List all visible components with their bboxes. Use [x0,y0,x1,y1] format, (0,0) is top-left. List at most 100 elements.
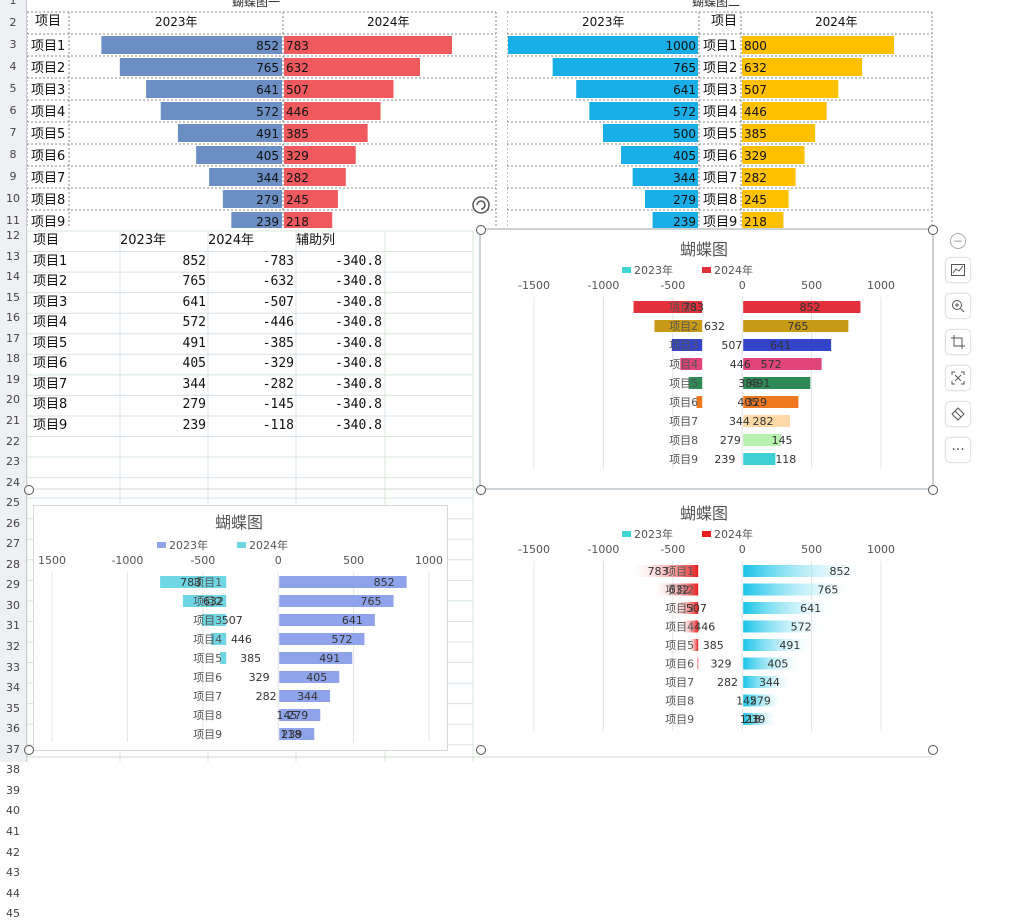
row-header[interactable]: 43 [6,866,20,880]
row-header[interactable]: 28 [6,557,20,571]
row-header[interactable]: 26 [6,516,20,530]
table-header-cell[interactable]: 2024年 [208,233,255,248]
resize-handle-bm[interactable] [476,745,486,755]
row-header[interactable]: 6 [9,104,17,117]
row-header[interactable]: 31 [6,619,20,633]
row-header[interactable]: 18 [6,352,20,366]
table-cell[interactable]: -340.8 [335,376,382,392]
table-cell[interactable]: -329 [262,356,294,372]
row-header[interactable]: 7 [9,126,17,139]
resize-handle-tr[interactable] [928,225,938,235]
table-cell[interactable]: 项目9 [33,417,68,433]
table-cell[interactable]: -340.8 [335,315,382,331]
row-header[interactable]: 10 [6,192,20,205]
table-cell[interactable]: 项目3 [33,294,68,310]
row-header[interactable]: 16 [6,311,20,325]
table-cell[interactable]: 344 [182,376,206,392]
chart-butterfly-c[interactable]: 蝴蝶图 2023年 2024年 -1500 -1000 -500 0 500 1000 项目1 78… [476,495,932,749]
row-header[interactable]: 23 [6,455,20,469]
table-cell[interactable]: 项目6 [33,356,68,372]
row-header[interactable]: 4 [9,60,17,73]
row-header[interactable]: 36 [6,722,20,736]
collapse-icon[interactable]: − [950,233,966,249]
data-table[interactable]: 项目 2023年 2024年 辅助列项目1 852 -783 -340.8 项目2 765 -63… [27,231,473,437]
chart-butterfly-b[interactable]: 蝴蝶图 2023年 2024年 1500 -1000 -500 0 500 1000 项目1 783… [33,505,448,751]
row-header[interactable]: 19 [6,372,20,386]
table-cell[interactable]: -145 [262,397,294,413]
table-cell[interactable]: -632 [262,274,294,290]
select-icon[interactable] [946,366,970,390]
row-header[interactable]: 44 [6,886,20,900]
row-header[interactable]: 5 [9,82,17,95]
table-cell[interactable]: -783 [262,253,294,269]
table-cell[interactable]: 405 [182,356,206,372]
row-header[interactable]: 35 [6,701,20,715]
row-header[interactable]: 9 [9,170,17,183]
more-icon[interactable]: ··· [946,438,970,462]
resize-handle-br2[interactable] [928,745,938,755]
row-header[interactable]: 14 [6,270,20,284]
row-header[interactable]: 3 [9,38,17,51]
table-cell[interactable]: -340.8 [335,294,382,310]
row-header[interactable]: 40 [6,804,20,818]
crop-icon[interactable] [946,330,970,354]
row-header[interactable]: 20 [6,393,20,407]
row-header[interactable]: 29 [6,578,20,592]
table-header-cell[interactable]: 2023年 [120,233,167,248]
row-header[interactable]: 25 [6,496,20,510]
butterfly-table-2[interactable]: 蝴蝶图二 2023年 项目 2024年 1000 项目1 800 765 项目2 632 6… [507,0,933,228]
rotate-handle[interactable] [472,196,490,214]
table-cell[interactable]: 项目8 [33,397,68,413]
row-header[interactable]: 1 [9,0,17,7]
table-cell[interactable]: -340.8 [335,397,382,413]
table-cell[interactable]: 项目4 [33,315,68,331]
row-header[interactable]: 15 [6,290,20,304]
resize-handle-tl[interactable] [476,225,486,235]
resize-handle-ml[interactable] [24,485,34,495]
row-header[interactable]: 32 [6,640,20,653]
table-cell[interactable]: -507 [262,294,294,310]
table-cell[interactable]: 765 [182,274,206,290]
row-header[interactable]: 39 [6,783,20,797]
row-header[interactable]: 12 [6,229,20,242]
row-header[interactable]: 33 [6,660,20,674]
table-cell[interactable]: -340.8 [335,356,382,372]
table-header-cell[interactable]: 项目 [33,233,60,248]
table-cell[interactable]: 项目2 [33,274,68,290]
row-header[interactable]: 2 [9,16,17,29]
row-header[interactable]: 21 [6,413,20,427]
table-cell[interactable]: 项目1 [33,253,68,269]
eraser-icon[interactable] [946,402,970,426]
resize-handle-bl-a[interactable] [476,485,486,495]
table-header-cell[interactable]: 辅助列 [296,233,336,248]
row-header[interactable]: 41 [6,824,20,838]
table-cell[interactable]: 491 [182,335,206,351]
chart-elements-icon[interactable] [946,258,970,282]
table-cell[interactable]: -118 [262,417,294,433]
table-cell[interactable]: -340.8 [335,417,382,433]
row-header[interactable]: 27 [6,537,20,551]
table-cell[interactable]: 641 [182,294,206,310]
table-cell[interactable]: -340.8 [335,335,382,351]
row-header[interactable]: 34 [6,681,20,695]
table-cell[interactable]: -340.8 [335,274,382,290]
table-cell[interactable]: -446 [262,315,294,331]
row-header[interactable]: 45 [6,907,20,921]
resize-handle-br[interactable] [928,485,938,495]
table-cell[interactable]: 项目5 [33,335,68,351]
row-header[interactable]: 30 [6,598,20,612]
table-cell[interactable]: 852 [182,253,206,269]
table-cell[interactable]: 572 [182,315,206,331]
table-cell[interactable]: -340.8 [335,253,382,269]
row-header[interactable]: 8 [9,148,17,161]
table-cell[interactable]: -385 [262,335,294,351]
zoom-icon[interactable] [946,294,970,318]
row-header[interactable]: 13 [6,249,20,263]
row-header[interactable]: 24 [6,475,20,489]
row-header[interactable]: 22 [6,434,20,448]
row-header[interactable]: 37 [6,742,20,756]
row-header[interactable]: 38 [6,763,20,777]
resize-handle-bl[interactable] [24,745,34,755]
table-cell[interactable]: 279 [182,397,206,413]
table-cell[interactable]: 239 [182,417,206,433]
